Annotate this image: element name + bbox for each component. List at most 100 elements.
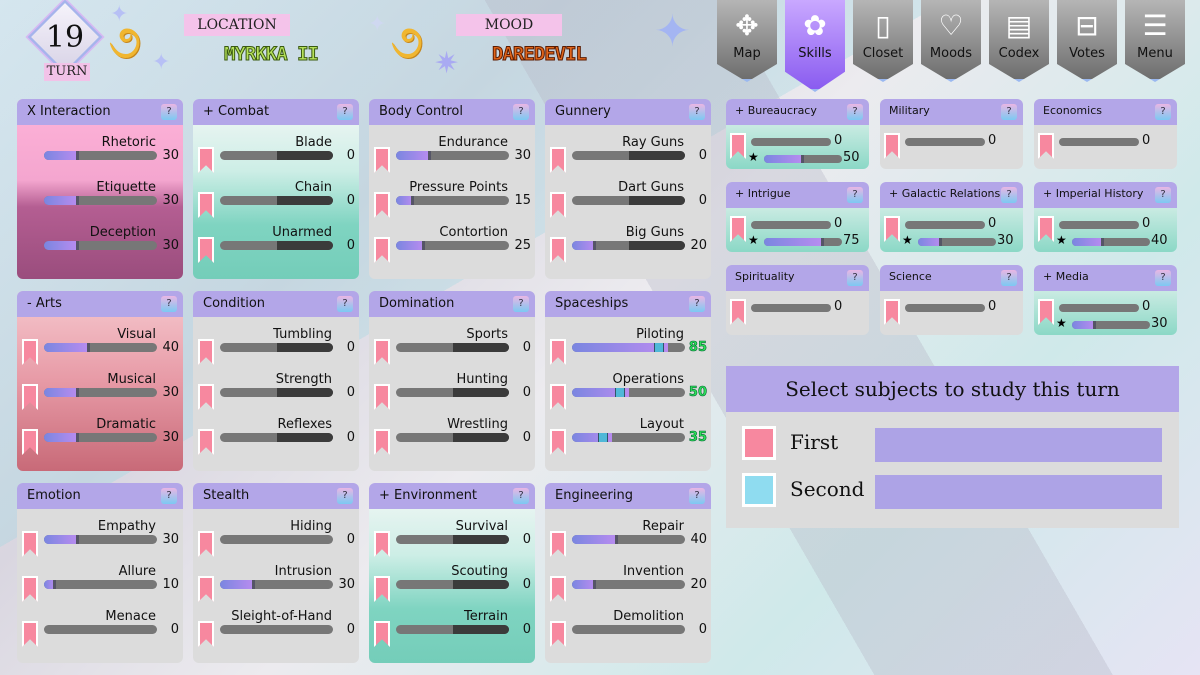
skill-slider[interactable] — [44, 535, 157, 544]
slider-handle[interactable] — [87, 343, 91, 352]
skill-slider[interactable] — [572, 535, 685, 544]
bookmark-icon[interactable] — [374, 576, 390, 602]
subject-title[interactable]: + Intrigue? — [726, 182, 869, 208]
skill-slider[interactable] — [572, 580, 685, 589]
slider-handle[interactable] — [75, 535, 79, 544]
slider-handle[interactable] — [820, 238, 824, 246]
panel-title[interactable]: Domination? — [369, 291, 535, 317]
nav-votes-button[interactable]: ⊟ Votes — [1057, 0, 1117, 82]
panel-title[interactable]: Gunnery? — [545, 99, 711, 125]
subject-title[interactable]: + Media? — [1034, 265, 1177, 291]
subject-slider[interactable] — [1059, 304, 1139, 312]
skill-slider[interactable] — [396, 196, 509, 205]
bonus-slider[interactable] — [1072, 238, 1150, 246]
skill-slider[interactable] — [44, 625, 157, 634]
skill-slider[interactable] — [44, 433, 157, 442]
nav-closet-button[interactable]: ▯ Closet — [853, 0, 913, 82]
bookmark-icon[interactable] — [198, 576, 214, 602]
skill-slider[interactable] — [44, 196, 157, 205]
skill-slider[interactable] — [220, 241, 333, 250]
bookmark-icon[interactable] — [22, 384, 38, 410]
subject-slider[interactable] — [751, 138, 831, 146]
skill-slider[interactable] — [220, 625, 333, 634]
bookmark-icon[interactable] — [884, 299, 900, 325]
help-button[interactable]: ? — [513, 296, 529, 312]
nav-moods-button[interactable]: ♡ Moods — [921, 0, 981, 82]
bookmark-icon[interactable] — [374, 384, 390, 410]
panel-title[interactable]: Emotion? — [17, 483, 183, 509]
bookmark-icon[interactable] — [374, 531, 390, 557]
subject-title[interactable]: + Galactic Relations? — [880, 182, 1023, 208]
bookmark-icon[interactable] — [374, 237, 390, 263]
panel-title[interactable]: Condition? — [193, 291, 359, 317]
bonus-slider[interactable] — [764, 155, 842, 163]
subject-title[interactable]: Military? — [880, 99, 1023, 125]
subject-slider[interactable] — [905, 138, 985, 146]
bookmark-icon[interactable] — [884, 216, 900, 242]
help-button[interactable]: ? — [847, 270, 863, 286]
panel-title[interactable]: Stealth? — [193, 483, 359, 509]
skill-slider[interactable] — [396, 388, 509, 397]
skill-slider[interactable] — [44, 580, 157, 589]
help-button[interactable]: ? — [1155, 104, 1171, 120]
subject-slider[interactable] — [751, 221, 831, 229]
slider-handle[interactable] — [422, 241, 426, 250]
bookmark-icon[interactable] — [22, 531, 38, 557]
skill-slider[interactable] — [572, 241, 685, 250]
bonus-slider[interactable] — [918, 238, 996, 246]
nav-menu-button[interactable]: ☰ Menu — [1125, 0, 1185, 82]
panel-title[interactable]: + Environment? — [369, 483, 535, 509]
bookmark-icon[interactable] — [198, 429, 214, 455]
slider-handle[interactable] — [427, 151, 431, 160]
bookmark-icon[interactable] — [550, 147, 566, 173]
help-button[interactable]: ? — [689, 488, 705, 504]
bookmark-icon[interactable] — [550, 621, 566, 647]
bookmark-icon[interactable] — [198, 237, 214, 263]
skill-slider[interactable] — [396, 580, 509, 589]
skill-slider[interactable] — [220, 433, 333, 442]
slider-handle[interactable] — [75, 388, 79, 397]
help-button[interactable]: ? — [161, 296, 177, 312]
skill-slider[interactable] — [220, 151, 333, 160]
skill-slider[interactable] — [572, 625, 685, 634]
skill-slider[interactable] — [44, 241, 157, 250]
panel-title[interactable]: Engineering? — [545, 483, 711, 509]
skill-slider[interactable] — [396, 433, 509, 442]
skill-slider[interactable] — [220, 343, 333, 352]
bookmark-icon[interactable] — [198, 621, 214, 647]
bookmark-icon[interactable] — [1038, 299, 1054, 325]
skill-slider[interactable] — [572, 151, 685, 160]
bookmark-icon[interactable] — [374, 429, 390, 455]
slider-handle[interactable] — [75, 196, 79, 205]
skill-slider[interactable] — [572, 388, 685, 397]
panel-title[interactable]: + Combat? — [193, 99, 359, 125]
bookmark-icon[interactable] — [730, 133, 746, 159]
bookmark-icon[interactable] — [22, 429, 38, 455]
bookmark-icon[interactable] — [550, 576, 566, 602]
skill-slider[interactable] — [396, 241, 509, 250]
nav-skills-button[interactable]: ✿ Skills — [785, 0, 845, 92]
bookmark-icon[interactable] — [374, 339, 390, 365]
slider-handle[interactable] — [615, 535, 619, 544]
skill-slider[interactable] — [396, 151, 509, 160]
skill-slider[interactable] — [396, 625, 509, 634]
slider-handle[interactable] — [614, 388, 625, 397]
panel-title[interactable]: - Arts? — [17, 291, 183, 317]
panel-title[interactable]: Body Control? — [369, 99, 535, 125]
slider-handle[interactable] — [53, 580, 57, 589]
bookmark-icon[interactable] — [550, 531, 566, 557]
help-button[interactable]: ? — [161, 488, 177, 504]
panel-title[interactable]: X Interaction? — [17, 99, 183, 125]
help-button[interactable]: ? — [1155, 270, 1171, 286]
subject-slider[interactable] — [1059, 138, 1139, 146]
bookmark-icon[interactable] — [198, 147, 214, 173]
skill-slider[interactable] — [220, 535, 333, 544]
bookmark-icon[interactable] — [730, 299, 746, 325]
bookmark-icon[interactable] — [550, 237, 566, 263]
subject-slider[interactable] — [751, 304, 831, 312]
bookmark-icon[interactable] — [22, 339, 38, 365]
slider-handle[interactable] — [592, 241, 596, 250]
subject-title[interactable]: + Bureaucracy? — [726, 99, 869, 125]
bookmark-icon[interactable] — [22, 621, 38, 647]
help-button[interactable]: ? — [1001, 187, 1017, 203]
